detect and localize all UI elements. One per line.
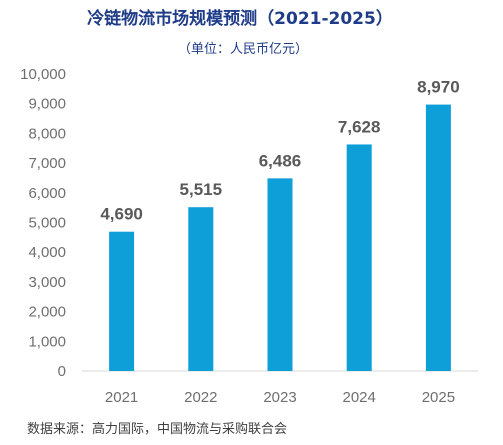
y-tick-label: 1,000 — [28, 333, 66, 350]
bar — [267, 178, 293, 371]
data-label: 4,690 — [100, 205, 143, 224]
data-label: 8,970 — [417, 78, 460, 97]
x-axis: 2021 2022 2023 2024 2025 — [105, 389, 455, 406]
y-tick-label: 8,000 — [28, 125, 66, 142]
x-tick-label: 2021 — [105, 389, 138, 406]
bar — [188, 207, 214, 371]
chart-subtitle: （单位：人民币亿元） — [178, 42, 308, 57]
y-tick-label: 4,000 — [28, 244, 66, 261]
bar — [109, 231, 135, 371]
bars: 4,690 5,515 6,486 7,628 8,970 — [100, 78, 460, 371]
x-tick-label: 2025 — [422, 389, 455, 406]
y-tick-label: 2,000 — [28, 304, 66, 321]
chart-title: 冷链物流市场规模预测（2021-2025） — [87, 8, 393, 29]
y-tick-label: 5,000 — [28, 215, 66, 232]
data-label: 7,628 — [338, 117, 381, 136]
data-label: 6,486 — [259, 151, 302, 170]
y-tick-label: 0 — [58, 363, 66, 380]
y-tick-label: 10,000 — [20, 66, 66, 83]
y-tick-label: 9,000 — [28, 96, 66, 113]
y-tick-label: 7,000 — [28, 155, 66, 172]
bar — [425, 104, 451, 371]
x-tick-label: 2024 — [343, 389, 376, 406]
x-tick-label: 2023 — [263, 389, 296, 406]
x-tick-label: 2022 — [184, 389, 217, 406]
source-note: 数据来源：高力国际，中国物流与采购联合会 — [27, 421, 287, 437]
data-label: 5,515 — [180, 180, 223, 199]
y-tick-label: 6,000 — [28, 185, 66, 202]
y-tick-label: 3,000 — [28, 274, 66, 291]
y-axis: 0 1,000 2,000 3,000 4,000 5,000 6,000 7,000 8,00… — [20, 66, 478, 380]
bar — [346, 144, 372, 371]
